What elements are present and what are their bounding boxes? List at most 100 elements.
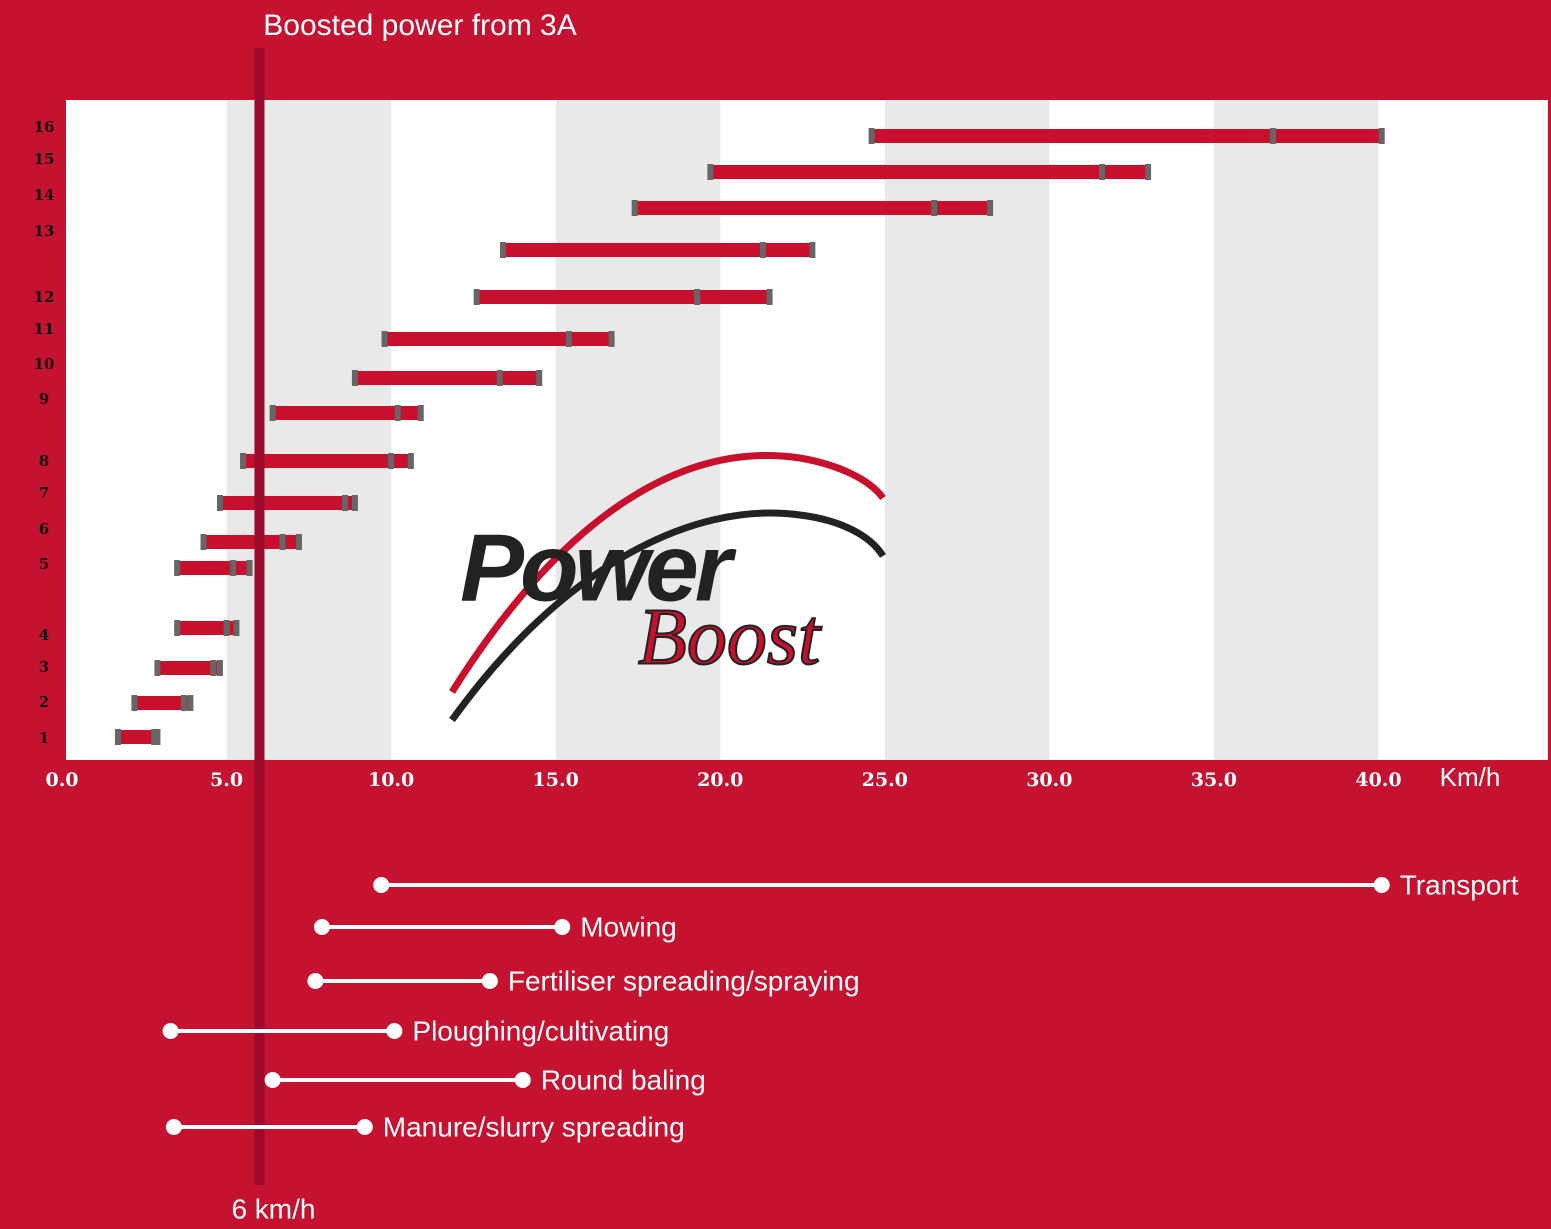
application-end: [514, 1072, 531, 1088]
gear-marker: [131, 695, 138, 711]
gear-marker: [216, 495, 223, 511]
application-label: Transport: [1400, 869, 1519, 900]
gear-marker: [473, 289, 480, 305]
gear-range: [117, 730, 158, 744]
gear-label: 4: [39, 626, 49, 644]
gear-label: 7: [39, 484, 49, 502]
x-tick-label: 35.0: [1191, 769, 1237, 791]
logo-curve: [449, 509, 886, 723]
gear-marker: [295, 534, 302, 550]
gear-marker: [151, 729, 158, 745]
application-end: [307, 973, 324, 989]
gear-marker: [246, 560, 253, 576]
gear-marker: [809, 242, 816, 258]
gear-marker: [200, 534, 207, 550]
application-label: Mowing: [580, 911, 676, 942]
x-tick-label: 25.0: [862, 769, 908, 791]
gear-marker: [1270, 128, 1277, 144]
gear-marker: [223, 620, 230, 636]
gear-marker: [351, 495, 358, 511]
gear-marker: [694, 289, 701, 305]
gear-label: 10: [34, 355, 55, 373]
gear-marker: [279, 534, 286, 550]
gear-range: [203, 535, 299, 549]
gear-marker: [536, 370, 543, 386]
x-tick-label: 5.0: [210, 769, 243, 791]
gear-range: [354, 371, 540, 385]
application-end: [264, 1072, 281, 1088]
gear-range: [634, 201, 991, 215]
gear-marker: [381, 331, 388, 347]
gear-marker: [154, 729, 161, 745]
application-end: [313, 919, 330, 935]
gear-marker: [931, 200, 938, 216]
gear-marker: [1145, 164, 1152, 180]
gear-marker: [707, 164, 714, 180]
gear-marker: [269, 405, 276, 421]
gear-marker: [631, 200, 638, 216]
logo: Power Boost: [449, 452, 886, 723]
gear-marker: [565, 331, 572, 347]
logo-curve: [449, 452, 886, 694]
gear-marker: [174, 560, 181, 576]
gear-marker: [407, 453, 414, 469]
gear-marker: [760, 242, 767, 258]
x-tick-label: 15.0: [533, 769, 579, 791]
gear-marker: [500, 242, 507, 258]
gear-label: 6: [39, 520, 49, 538]
gear-range: [272, 406, 421, 420]
gear-label: 13: [34, 222, 55, 240]
gear-range: [503, 243, 813, 257]
gear-marker: [351, 370, 358, 386]
gear-marker: [233, 620, 240, 636]
x-tick-label: 40.0: [1355, 769, 1401, 791]
gear-marker: [187, 695, 194, 711]
application-end: [481, 973, 498, 989]
gear-marker: [180, 695, 187, 711]
gear-marker: [417, 405, 424, 421]
gear-label: 3: [39, 658, 49, 676]
grid-band: [226, 100, 392, 760]
grid-band: [1213, 100, 1379, 760]
gear-label: 15: [34, 150, 55, 168]
boost-label: 6 km/h: [231, 1193, 315, 1224]
gear-marker: [174, 620, 181, 636]
gear-marker: [388, 453, 395, 469]
gear-marker: [154, 660, 161, 676]
x-axis-label: Km/h: [1440, 762, 1501, 792]
gear-label: 1: [39, 729, 49, 747]
gear-range: [710, 165, 1149, 179]
gear-range: [134, 696, 191, 710]
gear-range: [871, 129, 1382, 143]
gear-marker: [987, 200, 994, 216]
logo-word: Power: [460, 514, 737, 621]
chart-title: Boosted power from 3A: [263, 9, 577, 42]
gear-marker: [1378, 128, 1385, 144]
gear-label: 8: [39, 452, 49, 470]
gear-marker: [230, 560, 237, 576]
gear-range: [243, 454, 411, 468]
gear-range: [177, 561, 250, 575]
x-tick-label: 0.0: [45, 769, 78, 791]
application-end: [162, 1023, 179, 1039]
gear-range: [219, 496, 355, 510]
gear-marker: [342, 495, 349, 511]
application-label: Manure/slurry spreading: [383, 1111, 685, 1142]
gear-range: [177, 621, 237, 635]
gear-label: 14: [34, 186, 55, 204]
gear-label: 12: [34, 288, 55, 306]
gear-range: [384, 332, 612, 346]
gear-label: 2: [39, 693, 49, 711]
application-end: [554, 919, 571, 935]
gear-marker: [766, 289, 773, 305]
application-end: [1373, 877, 1390, 893]
gear-marker: [240, 453, 247, 469]
gear-label: 5: [39, 555, 49, 573]
x-tick-label: 10.0: [368, 769, 414, 791]
gear-range: [157, 661, 220, 675]
gear-label: 9: [39, 390, 49, 408]
application-end: [386, 1023, 403, 1039]
grid-band: [884, 100, 1050, 760]
gear-marker: [216, 660, 223, 676]
gear-label: 16: [34, 118, 55, 136]
